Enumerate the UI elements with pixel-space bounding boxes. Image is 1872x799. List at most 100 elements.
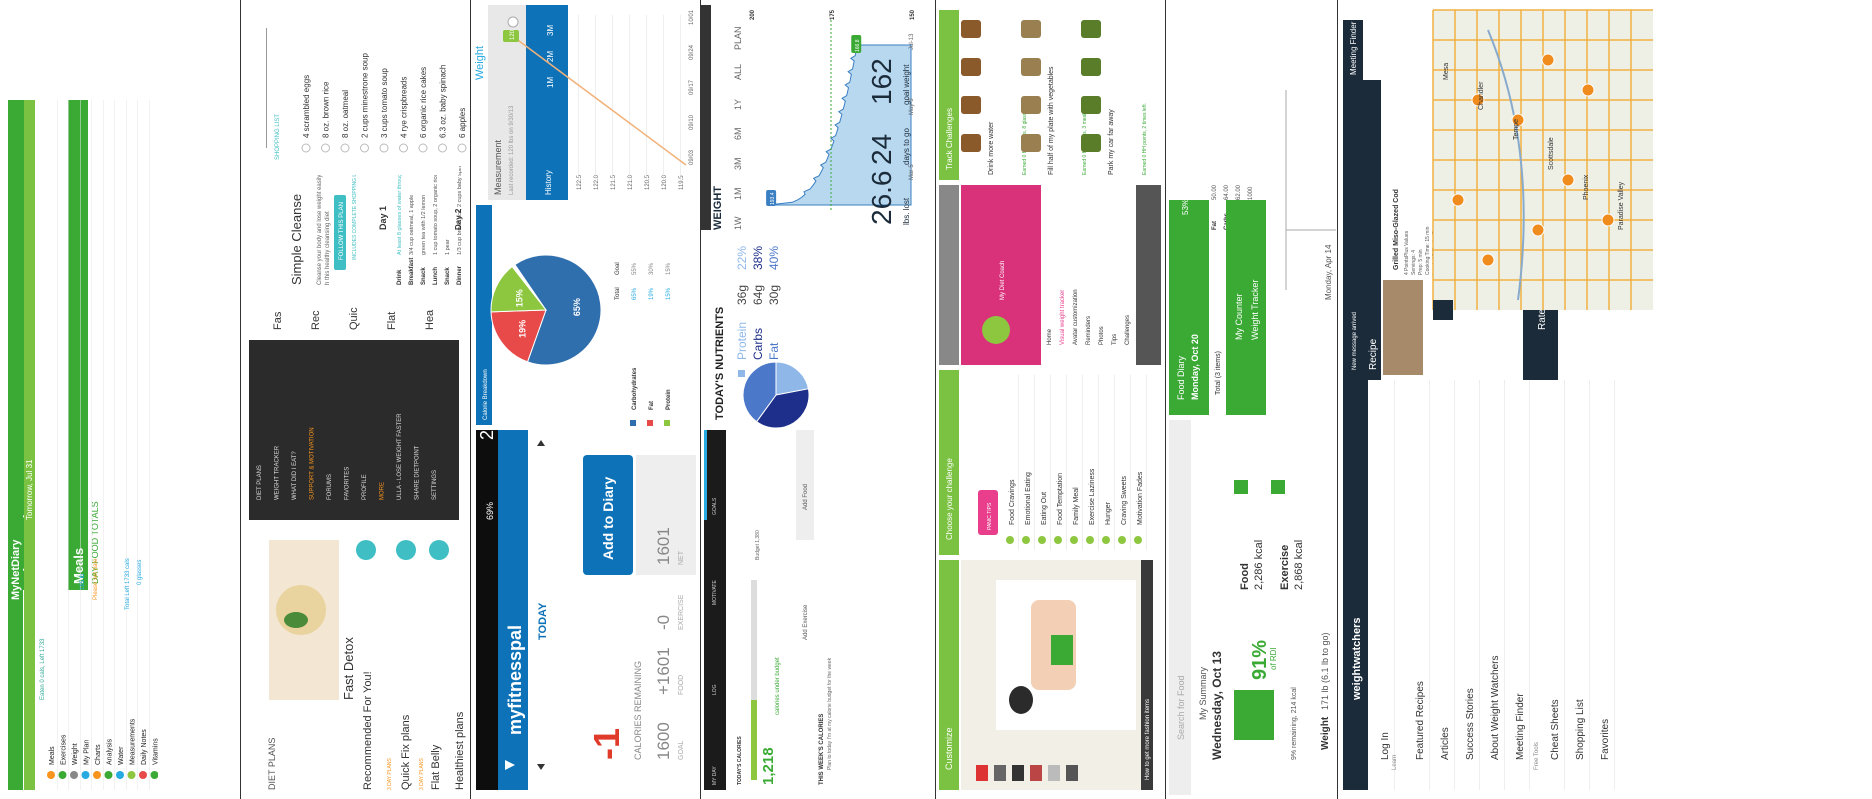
menu-item-measurements[interactable]: Measurements	[130, 718, 137, 765]
my-counter[interactable]: My Counter	[1234, 293, 1244, 340]
coach-item[interactable]: Reminders	[1086, 316, 1092, 345]
meeting-pin[interactable]	[1471, 93, 1485, 107]
ww-item-cheat-sheets[interactable]: Cheat Sheets	[1550, 699, 1561, 760]
menu-item-analysis[interactable]: Analysis	[107, 738, 114, 765]
checkbox[interactable]	[399, 143, 408, 153]
meeting-pin[interactable]	[1531, 223, 1545, 237]
meeting-pin[interactable]	[1561, 173, 1575, 187]
drawer-item-settings[interactable]: SETTINGS	[432, 470, 438, 500]
challenge-item[interactable]: Family Meal	[1073, 487, 1080, 525]
card-flat-belly[interactable]: Flat Belly	[430, 744, 442, 790]
star-icon-2[interactable]	[396, 540, 416, 560]
checkbox[interactable]	[340, 143, 350, 153]
track-icon[interactable]	[1081, 96, 1101, 114]
menu-item-vitamins[interactable]: Vitamins	[153, 738, 160, 765]
range-3M[interactable]: 3M	[733, 157, 743, 170]
range-1W[interactable]: 1W	[733, 216, 743, 230]
shopping-item[interactable]: 6 organic rice cakes	[419, 67, 428, 138]
ww-item-success-stories[interactable]: Success Stories	[1465, 688, 1476, 760]
meeting-pin[interactable]	[1511, 113, 1525, 127]
checkbox[interactable]	[457, 143, 467, 153]
card-recommended[interactable]: Recommended For You!	[362, 671, 374, 790]
ww-item-about-weight-watchers[interactable]: About Weight Watchers	[1490, 656, 1501, 761]
fashion-item[interactable]	[1066, 765, 1078, 781]
fashion-item[interactable]	[1030, 765, 1042, 781]
coach-item[interactable]: Avatar customization	[1073, 289, 1079, 345]
follow-plan-button[interactable]	[334, 195, 346, 270]
ww-item-shopping-list[interactable]: Shopping List	[1575, 699, 1586, 760]
fashion-item[interactable]	[976, 765, 988, 781]
track-icon[interactable]	[1021, 134, 1041, 152]
card-fast-detox[interactable]: Fast Detox	[341, 637, 356, 700]
add-food-label[interactable]: Add Food	[803, 484, 809, 510]
coach-item[interactable]: Tips	[1112, 334, 1118, 345]
range-1M[interactable]: 1M	[546, 77, 555, 88]
panic-tips-label[interactable]: PANIC TIPS	[987, 502, 993, 530]
drawer-item-forums[interactable]: FORUMS	[327, 474, 333, 500]
drawer-item-weight-tracker[interactable]: WEIGHT TRACKER	[275, 445, 281, 500]
search-input[interactable]: Search for Food	[1176, 675, 1186, 740]
menu-item-charts[interactable]: Charts	[95, 744, 102, 765]
card-quick-fix[interactable]: Quick Fix plans	[400, 714, 412, 790]
track-icon[interactable]	[1021, 58, 1041, 76]
card-healthiest[interactable]: Healthiest plans	[454, 711, 466, 790]
fashion-item[interactable]	[1048, 765, 1060, 781]
shopping-item[interactable]: 4 rye crispbreads	[400, 77, 409, 138]
add-to-diary-button[interactable]	[583, 455, 633, 575]
star-icon[interactable]	[356, 540, 376, 560]
shopping-item[interactable]: 2 cups minestrone soup	[361, 53, 370, 138]
ww-item-log-in[interactable]: Log In	[1380, 732, 1391, 760]
fashion-item[interactable]	[1012, 765, 1024, 781]
shopping-item[interactable]: 6 apples	[458, 108, 467, 138]
drawer-item-more[interactable]: MORE	[380, 482, 386, 500]
drawer-item-ulla-lose-weight-faster[interactable]: ULLA - LOSE WEIGHT FASTER	[397, 413, 403, 500]
menu-item-my-plan[interactable]: My Plan	[84, 740, 91, 765]
coach-item[interactable]: Visual weight tracker	[1060, 290, 1066, 345]
range-1Y[interactable]: 1Y	[733, 99, 743, 110]
menu-item-daily-notes[interactable]: Daily Notes	[141, 729, 148, 765]
track-icon[interactable]	[1021, 20, 1041, 38]
add-to-diary-label[interactable]: Add to Diary	[600, 477, 616, 560]
next-day-icon[interactable]	[537, 440, 545, 446]
checkbox[interactable]	[438, 143, 447, 153]
drawer-item-profile[interactable]: PROFILE	[362, 474, 368, 500]
prev-day-icon[interactable]	[537, 764, 545, 770]
checkbox[interactable]	[379, 143, 389, 153]
shopping-item[interactable]: 6.3 oz. baby spinach	[439, 65, 448, 138]
ww-item-favorites[interactable]: Favorites	[1600, 719, 1611, 760]
range-3M[interactable]: 3M	[546, 25, 555, 36]
shopping-item[interactable]: 8 oz. oatmeal	[341, 90, 350, 138]
coach-item[interactable]: Home	[1047, 328, 1053, 345]
menu-item-meals[interactable]: Meals	[49, 746, 56, 765]
coach-item[interactable]: Photos	[1099, 326, 1105, 345]
follow-plan-label[interactable]: FOLLOW THIS PLAN	[339, 202, 345, 260]
drawer-item-support-motivation[interactable]: SUPPORT & MOTIVATION	[310, 427, 316, 500]
track-icon[interactable]	[961, 58, 981, 76]
track-icon[interactable]	[961, 134, 981, 152]
add-food-button[interactable]	[796, 430, 814, 540]
tab-log[interactable]: LOG	[712, 684, 718, 695]
challenge-item[interactable]: Craving Sweets	[1121, 475, 1128, 525]
tab-goals[interactable]: GOALS	[712, 497, 718, 515]
tab-motivate[interactable]: MOTIVATE	[712, 580, 718, 605]
challenge-item[interactable]: Exercise Laziness	[1089, 468, 1096, 525]
ww-item-articles[interactable]: Articles	[1440, 727, 1451, 760]
range-6M[interactable]: 6M	[733, 127, 743, 140]
shopping-item[interactable]: 8 oz. brown rice	[322, 81, 331, 138]
star-icon-3[interactable]	[429, 540, 449, 560]
challenge-item[interactable]: Food Cravings	[1009, 479, 1016, 525]
track-icon[interactable]	[1081, 20, 1101, 38]
drawer-item-diet-plans[interactable]: DIET PLANS	[257, 465, 263, 500]
meeting-pin[interactable]	[1541, 53, 1555, 67]
track-icon[interactable]	[961, 96, 981, 114]
challenge-item[interactable]: Food Temptation	[1057, 473, 1064, 525]
meeting-pin[interactable]	[1481, 253, 1495, 267]
track-icon[interactable]	[1081, 58, 1101, 76]
track-icon[interactable]	[1021, 96, 1041, 114]
menu-item-exercises[interactable]: Exercises	[61, 734, 68, 765]
checkbox[interactable]	[321, 143, 330, 153]
meeting-pin[interactable]	[1451, 193, 1465, 207]
slider-handle[interactable]	[507, 16, 519, 28]
challenge-item[interactable]: Hunger	[1105, 501, 1112, 525]
range-2M[interactable]: 2M	[546, 51, 555, 62]
